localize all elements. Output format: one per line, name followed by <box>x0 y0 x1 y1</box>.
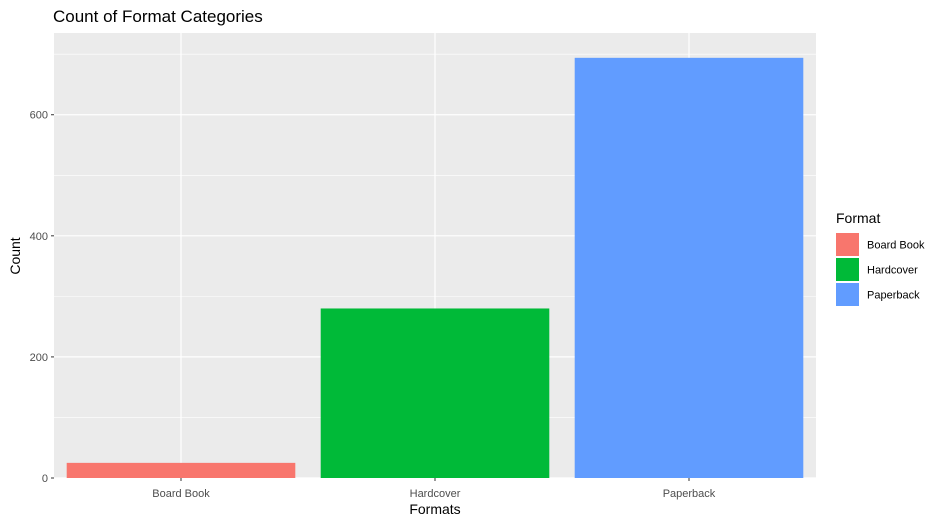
x-tick-label: Hardcover <box>410 488 461 500</box>
y-tick-label: 400 <box>30 231 48 243</box>
legend: Format Board Book Hardcover Paperback <box>836 210 925 306</box>
legend-key-paperback <box>836 283 859 306</box>
legend-label: Hardcover <box>867 265 918 277</box>
legend-label: Paperback <box>867 290 920 302</box>
bars-group <box>66 57 804 479</box>
x-tick-label: Paperback <box>663 488 716 500</box>
y-tick-label: 600 <box>30 110 48 122</box>
legend-title: Format <box>836 210 880 226</box>
x-axis-ticks: Board Book Hardcover Paperback <box>152 478 716 500</box>
x-tick-label: Board Book <box>152 488 210 500</box>
legend-label: Board Book <box>867 240 925 252</box>
y-axis-ticks: 0 200 400 600 <box>30 110 54 485</box>
legend-items: Board Book Hardcover Paperback <box>836 233 925 306</box>
bar-hardcover <box>320 308 550 478</box>
chart-title: Count of Format Categories <box>53 7 263 26</box>
legend-key-board-book <box>836 233 859 256</box>
x-axis-title: Formats <box>409 501 460 517</box>
y-tick-label: 0 <box>42 473 48 485</box>
bar-paperback <box>574 57 804 479</box>
bar-board-book <box>66 462 296 478</box>
legend-key-hardcover <box>836 258 859 281</box>
y-axis-title: Count <box>7 237 23 274</box>
y-tick-label: 200 <box>30 352 48 364</box>
